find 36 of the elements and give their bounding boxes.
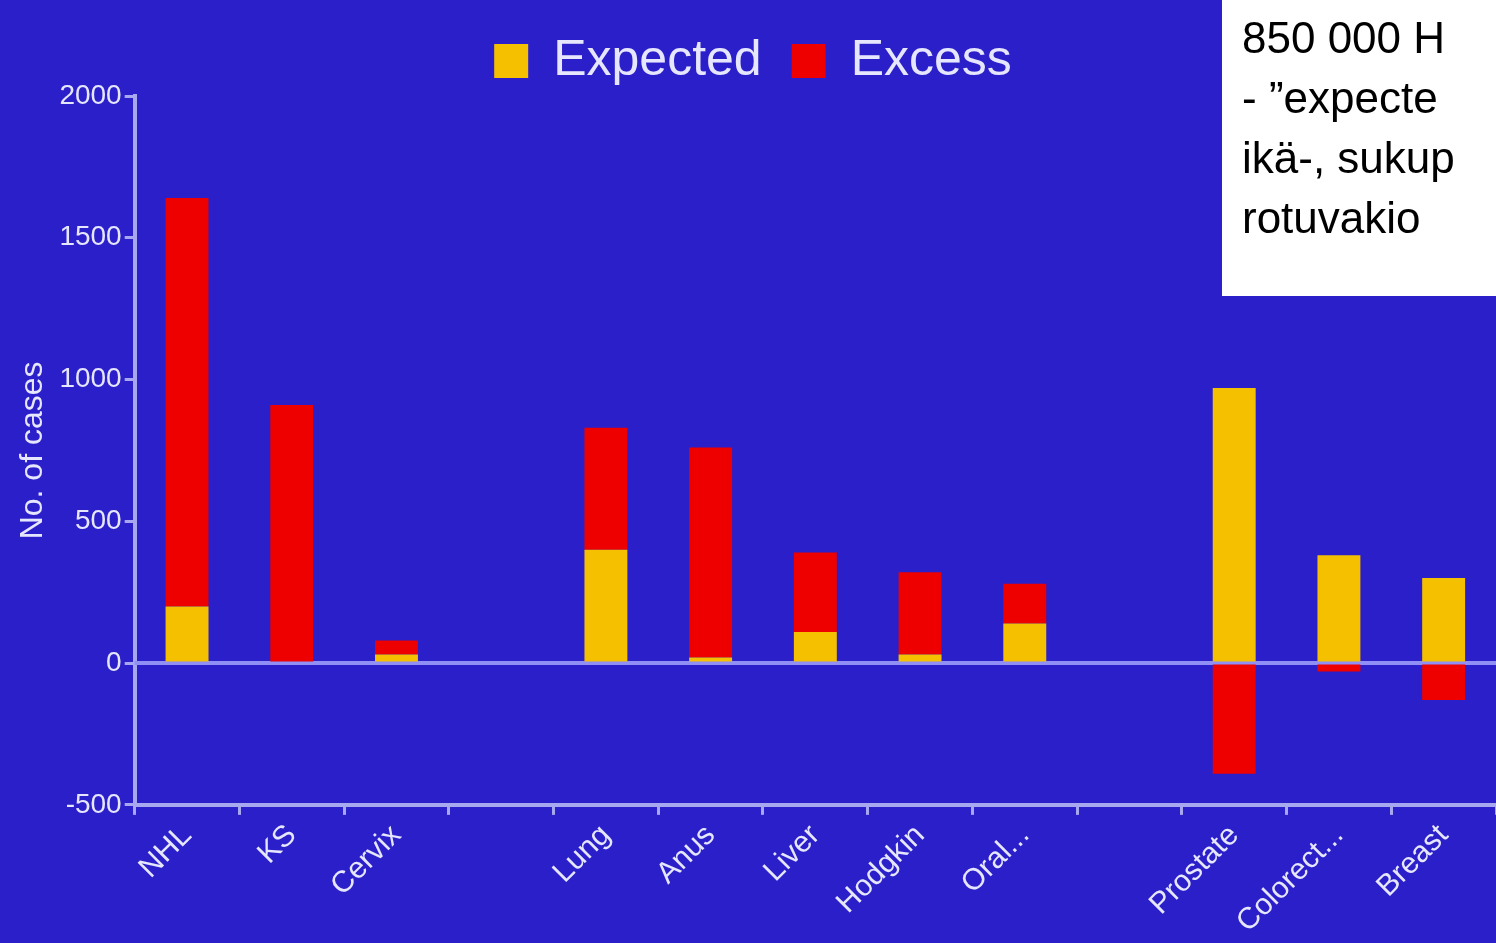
bar: [689, 447, 733, 658]
bar: [1212, 664, 1256, 774]
bar: [689, 657, 733, 662]
bar: [1317, 664, 1361, 672]
bar: [165, 606, 209, 662]
y-tick-label: 2000: [59, 78, 122, 110]
y-tick-label: 1000: [59, 362, 122, 394]
bar: [270, 405, 314, 662]
y-tick-label: 1500: [59, 220, 122, 252]
legend-label: Expected: [553, 29, 762, 86]
annotation: rotuvakio: [1242, 192, 1422, 244]
bar: [1317, 555, 1361, 662]
bar: [375, 640, 418, 655]
x-tick-label: KS: [250, 817, 302, 869]
bar: [793, 631, 837, 662]
bar: [165, 198, 209, 607]
text: 850 000 H: [1242, 12, 1447, 64]
bar: [1212, 388, 1256, 662]
annotation: - ”expecte: [1242, 72, 1439, 124]
bar: [584, 427, 628, 550]
bar: [375, 654, 418, 662]
y-tick-label: 0: [106, 645, 122, 677]
bar: [1422, 578, 1466, 662]
bar: [898, 654, 942, 662]
x-tick-label: NHL: [131, 817, 198, 884]
legend-label: Excess: [850, 29, 1012, 86]
bar: [898, 572, 942, 655]
bar: [793, 552, 837, 632]
y-tick-label: -500: [65, 787, 122, 819]
y-tick-label: 500: [74, 504, 122, 536]
annotation: ikä-, sukup: [1242, 132, 1456, 184]
bar: [1003, 623, 1047, 662]
bar: [1422, 664, 1466, 700]
y-axis-title: No. of cases: [13, 361, 50, 540]
bar: [584, 549, 628, 662]
bar: [1003, 583, 1047, 624]
